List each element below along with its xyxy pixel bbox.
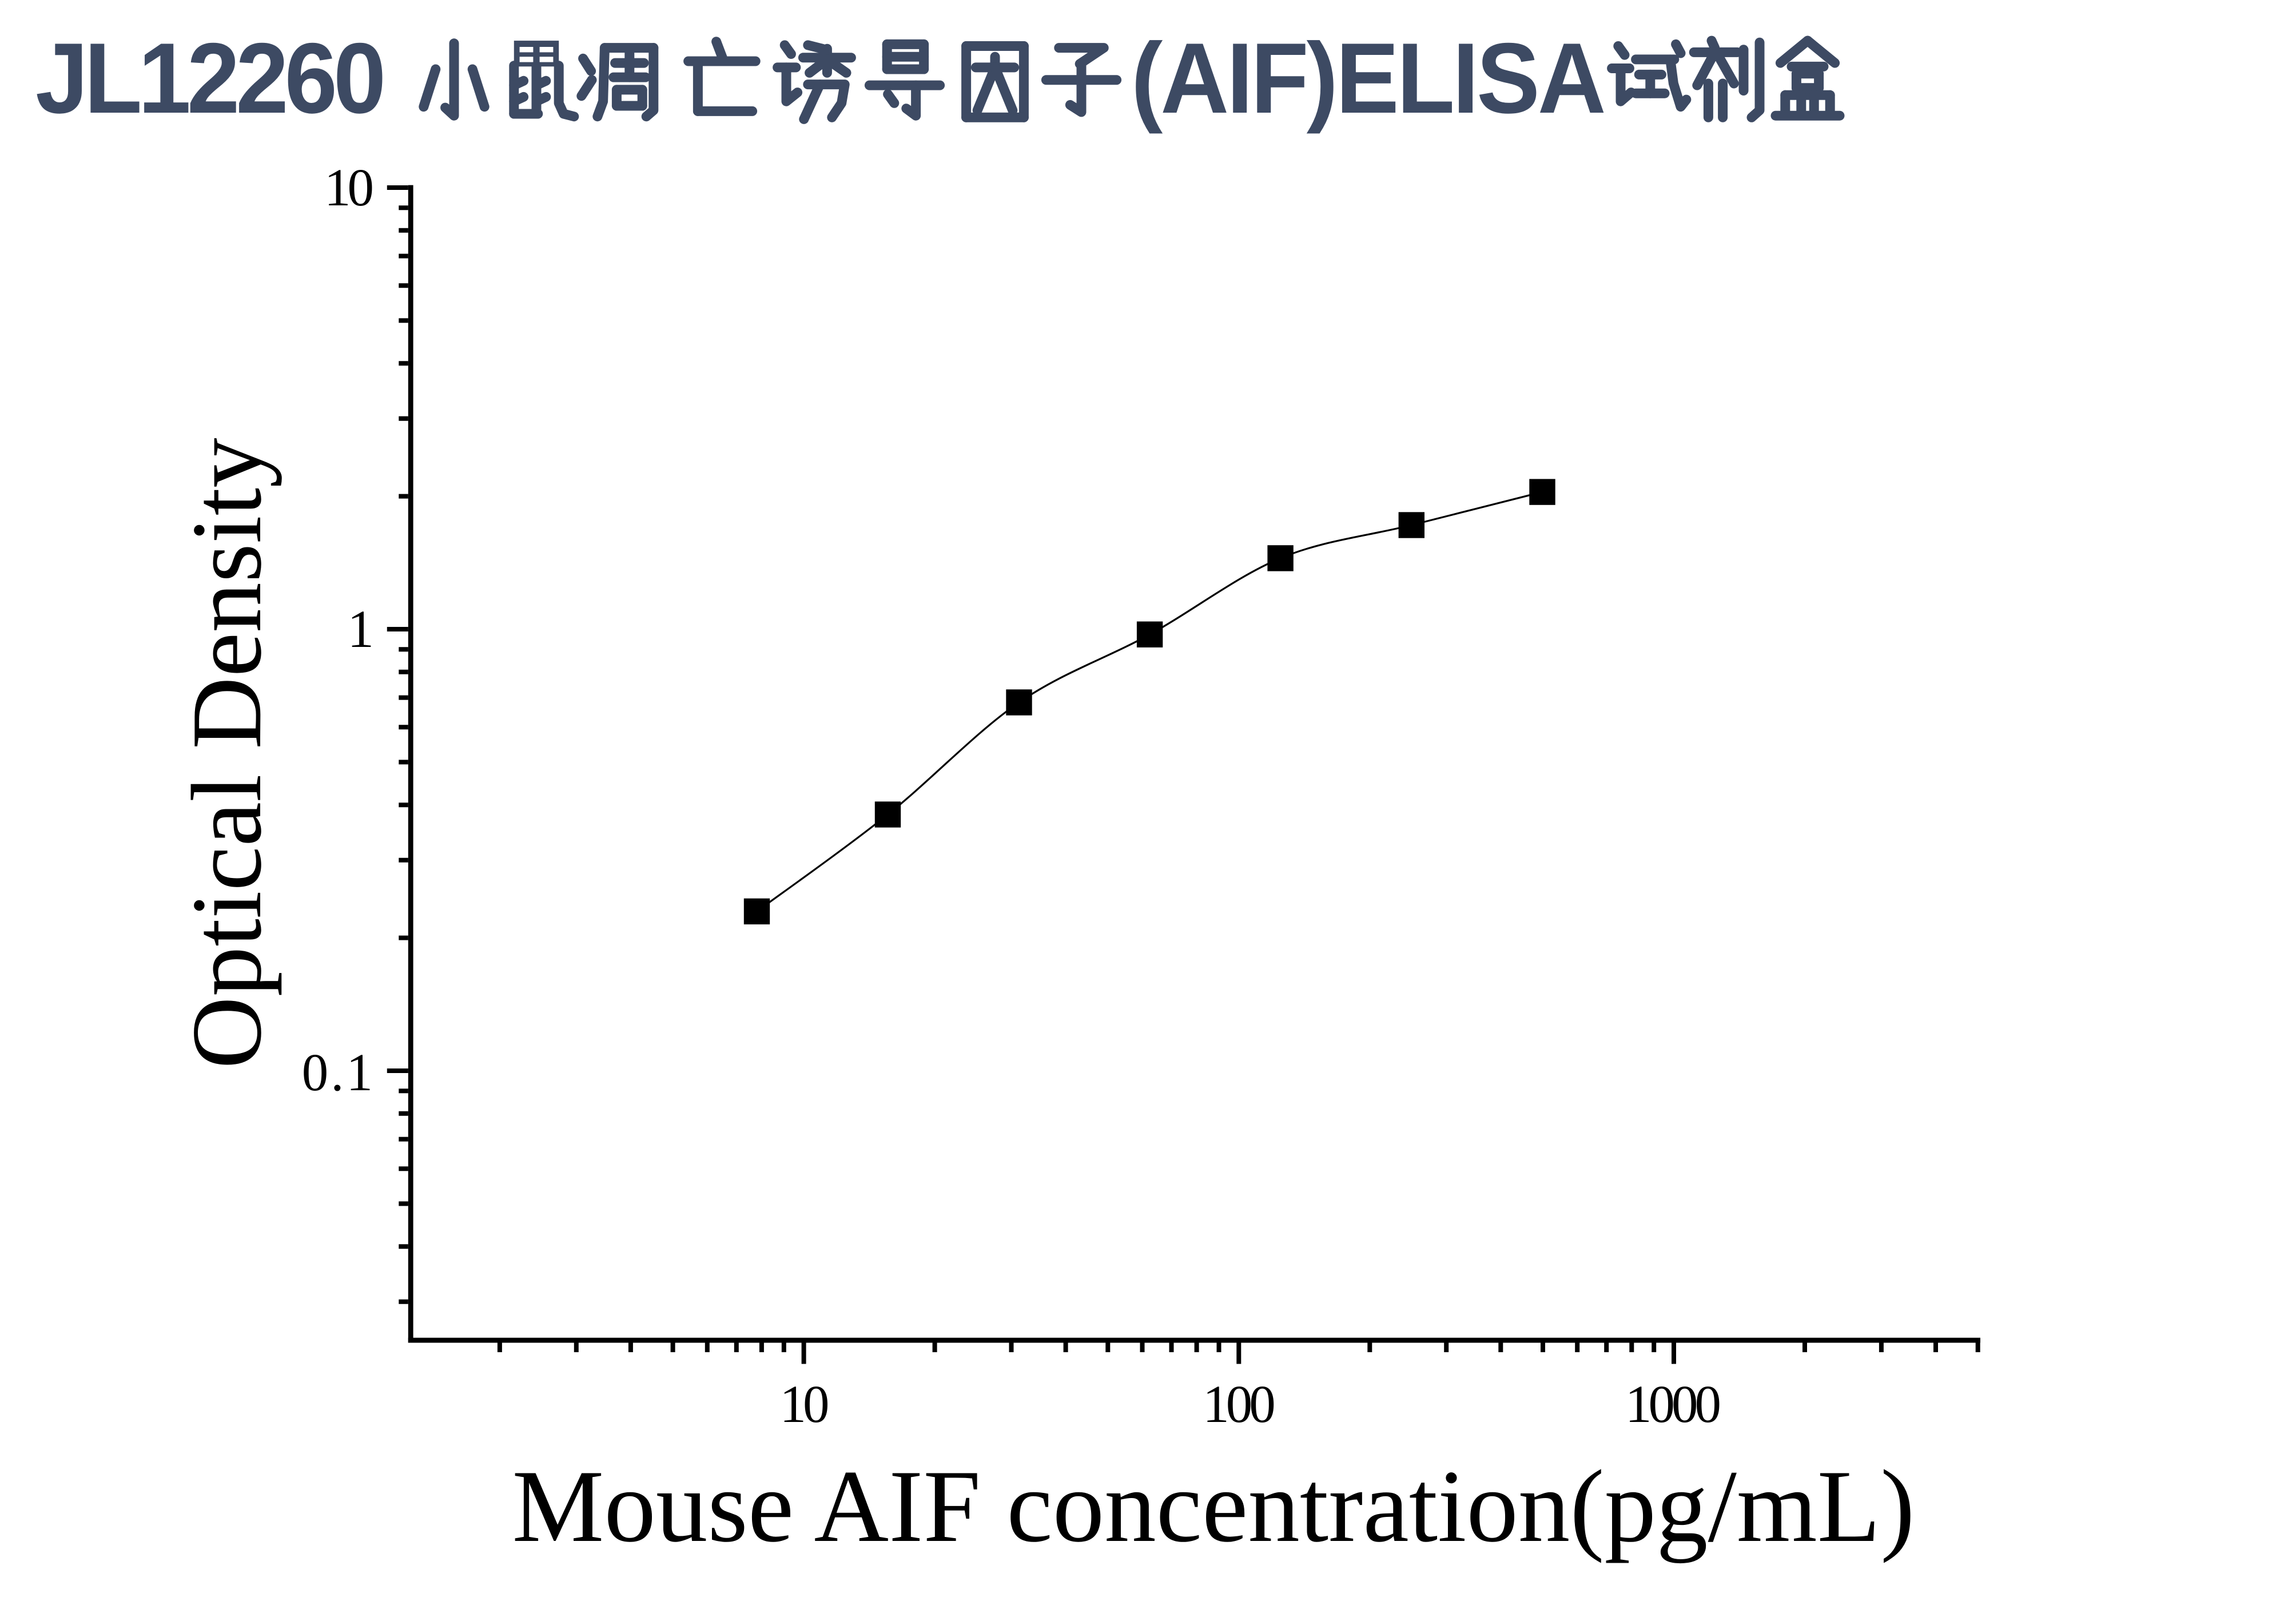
- svg-text:1: 1: [348, 600, 371, 659]
- svg-text:10: 10: [324, 158, 372, 217]
- svg-text:Optical Density: Optical Density: [171, 438, 282, 1068]
- svg-text:JL12260: JL12260: [35, 23, 383, 134]
- svg-text:1000: 1000: [1625, 1375, 1720, 1434]
- svg-text:Mouse AIF concentration(pg/mL): Mouse AIF concentration(pg/mL): [512, 1449, 1915, 1564]
- svg-text:100: 100: [1203, 1375, 1274, 1434]
- svg-text:0.1: 0.1: [302, 1043, 375, 1102]
- svg-text:(AIF)ELISA: (AIF)ELISA: [1131, 23, 1604, 134]
- svg-text:10: 10: [780, 1375, 828, 1434]
